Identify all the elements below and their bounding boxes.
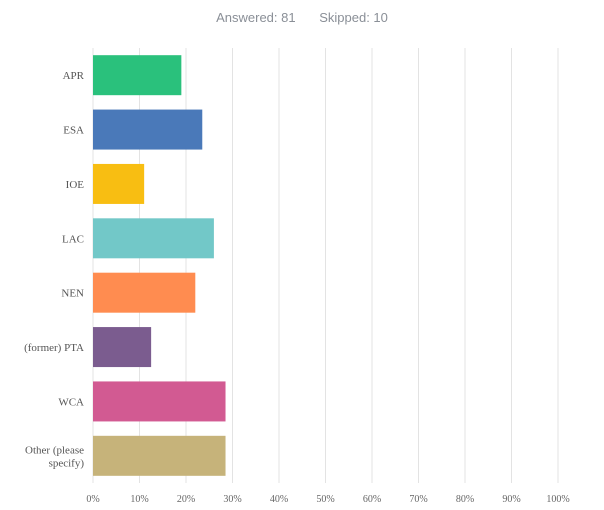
x-tick-label: 50% [316,494,334,505]
category-label: (former) PTA [24,342,84,354]
category-label: NEN [61,288,84,300]
x-tick-label: 100% [546,494,569,505]
skipped-count: Skipped: 10 [319,10,388,25]
bar-lac [93,218,214,259]
bar-wca [93,381,226,422]
category-labels: APR ESA IOE LAC NEN (former) PTA WCA Other (ple… [24,70,85,469]
category-label: APR [63,70,85,82]
x-tick-label: 0% [86,494,99,505]
category-label: Other (please specify) [25,444,84,469]
axis-ticks: 0% 10% 20% 30% 40% 50% 60% 70% 80% 90% 100% [86,494,569,505]
x-tick-label: 20% [177,494,195,505]
x-tick-label: 80% [456,494,474,505]
answered-count: Answered: 81 [216,10,296,25]
x-tick-label: 10% [130,494,148,505]
x-tick-label: 90% [502,494,520,505]
category-label: LAC [62,233,84,245]
x-tick-label: 70% [409,494,427,505]
bars [93,55,226,476]
x-tick-label: 40% [270,494,288,505]
response-summary: Answered: 81 Skipped: 10 [0,10,604,25]
bar-former-pta [93,327,152,368]
category-label: ESA [63,125,84,137]
bar-other-please-specify [93,435,226,476]
category-label: IOE [66,179,85,191]
x-tick-label: 30% [223,494,241,505]
category-label: WCA [58,396,84,408]
bar-ioe [93,163,145,204]
bar-esa [93,109,203,150]
bar-nen [93,272,196,313]
bar-apr [93,55,182,96]
x-tick-label: 60% [363,494,381,505]
